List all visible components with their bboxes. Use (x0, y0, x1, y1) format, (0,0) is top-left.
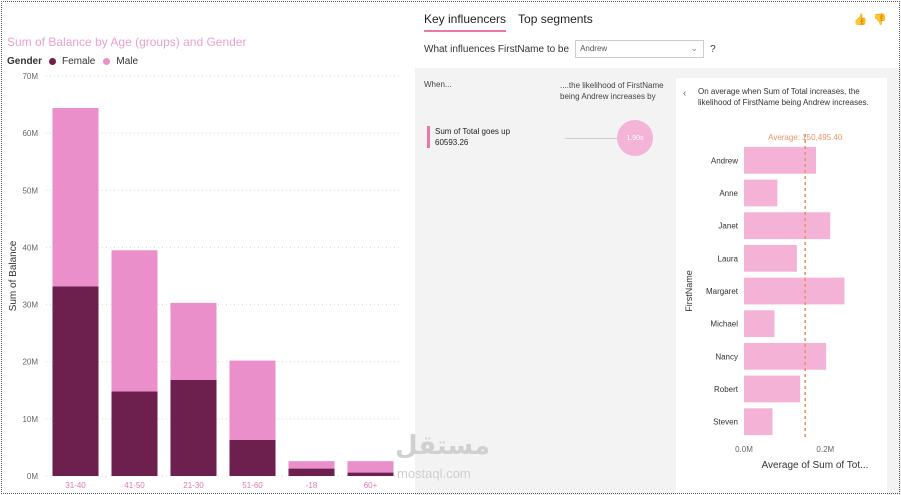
x-tick-label: 21-30 (183, 481, 204, 490)
watermark-logo: مستقل (395, 430, 491, 460)
bar-female-31-40 (52, 286, 99, 476)
category-label: Steven (713, 418, 738, 427)
chevron-down-icon: ⌄ (690, 43, 699, 53)
y-tick-label: 20M (22, 358, 38, 367)
detail-description: On average when Sum of Total increases, … (698, 87, 869, 107)
bar-female--18 (288, 468, 335, 476)
bar-female-51-60 (229, 440, 276, 476)
y-tick-label: 10M (22, 415, 38, 424)
dropdown-value: Andrew (580, 44, 608, 53)
bar-male-41-50 (111, 250, 158, 392)
when-header: When... (424, 80, 452, 89)
bar-male--18 (288, 461, 335, 469)
legend-female-swatch (49, 58, 57, 65)
tab-key-influencers[interactable]: Key influencers (424, 12, 507, 32)
y-tick-label: 60M (22, 129, 38, 138)
y-tick-label: 40M (22, 243, 38, 252)
category-label: Anne (719, 189, 738, 198)
influencer-detail-card: ‹ On average when Sum of Total increases… (676, 78, 887, 495)
chart-legend: Gender Female Male (7, 56, 138, 67)
bar-andrew (744, 146, 816, 174)
firstname-dropdown[interactable]: Andrew ⌄ (575, 40, 705, 58)
tab-top-segments[interactable]: Top segments (518, 12, 593, 26)
legend-female-label[interactable]: Female (62, 56, 96, 67)
bar-male-51-60 (229, 360, 276, 440)
question-suffix: ? (710, 43, 716, 55)
legend-title: Gender (7, 56, 43, 67)
influencer-value: 60593.26 (435, 138, 469, 147)
x-tick-label: 60+ (364, 481, 378, 490)
y-axis-title: FirstName (684, 270, 694, 312)
category-label: Margaret (706, 287, 739, 296)
firstname-bar-chart: Andrew Anne Janet Laura Margaret Michael Nancy… (684, 133, 869, 471)
bar-male-31-40 (52, 108, 99, 287)
bar-janet (744, 212, 831, 240)
thumbs-down-icon[interactable]: 👎 (873, 14, 887, 26)
category-label: Andrew (711, 156, 738, 165)
likelihood-header: ....the likelihood of FirstName being An… (560, 81, 664, 101)
balance-chart-visual[interactable]: Sum of Balance by Age (groups) and Gende… (0, 0, 415, 495)
x-tick-label: 0.2M (816, 445, 834, 454)
x-tick-label: 41-50 (124, 481, 145, 490)
influencer-tabs: Key influencers Top segments (424, 12, 593, 32)
chevron-left-icon[interactable]: ‹ (683, 88, 687, 99)
category-label: Janet (718, 222, 738, 231)
bar-margaret (744, 277, 845, 305)
category-label: Robert (714, 385, 739, 394)
x-axis-title: Average of Sum of Tot... (762, 460, 869, 471)
category-label: Laura (718, 254, 739, 263)
influencer-condition: Sum of Total goes up (435, 127, 511, 136)
bar-nancy (744, 342, 827, 370)
bar-female-60+ (347, 472, 394, 476)
influence-question: What influences FirstName to be Andrew ⌄… (424, 40, 716, 58)
influencer-item[interactable]: Sum of Total goes up 60593.26 (427, 126, 510, 148)
bar-laura (744, 244, 797, 272)
watermark-url: mostaql.com (397, 466, 471, 481)
bar-steven (744, 408, 773, 436)
x-tick-label: 51-60 (242, 481, 263, 490)
bar-female-21-30 (170, 380, 217, 476)
y-axis-title: Sum of Balance (8, 240, 19, 311)
bar-male-21-30 (170, 302, 217, 380)
bar-robert (744, 375, 801, 403)
x-tick-label: -18 (306, 481, 318, 490)
stacked-bar-chart: 0M 10M 20M 30M 40M 50M 60M 70M Sum of Balance 31-… (8, 72, 400, 490)
x-tick-label: 31-40 (65, 481, 86, 490)
y-tick-label: 50M (22, 186, 38, 195)
category-label: Nancy (715, 352, 738, 361)
y-tick-label: 70M (22, 72, 38, 81)
influencer-factor-bubble[interactable]: 1.90x (617, 120, 653, 156)
category-label: Michael (710, 320, 738, 329)
bar-anne (744, 179, 778, 207)
legend-male-label[interactable]: Male (116, 56, 139, 67)
legend-male-swatch (103, 58, 111, 65)
feedback-buttons: 👍 👎 (854, 13, 887, 26)
thumbs-up-icon[interactable]: 👍 (853, 14, 868, 26)
key-influencers-visual: Key influencers Top segments 👍 👎 What in… (415, 0, 901, 495)
bar-female-41-50 (111, 391, 158, 476)
average-label: Average: 150,495.40 (768, 133, 843, 142)
bar-male-60+ (347, 461, 394, 473)
x-tick-label: 0.0M (735, 445, 753, 454)
y-tick-label: 30M (22, 301, 38, 310)
influencer-connector (565, 138, 620, 139)
bar-michael (744, 310, 775, 338)
chart-title: Sum of Balance by Age (groups) and Gende… (7, 35, 247, 49)
question-prefix: What influences FirstName to be (424, 43, 570, 55)
y-tick-label: 0M (27, 472, 38, 481)
